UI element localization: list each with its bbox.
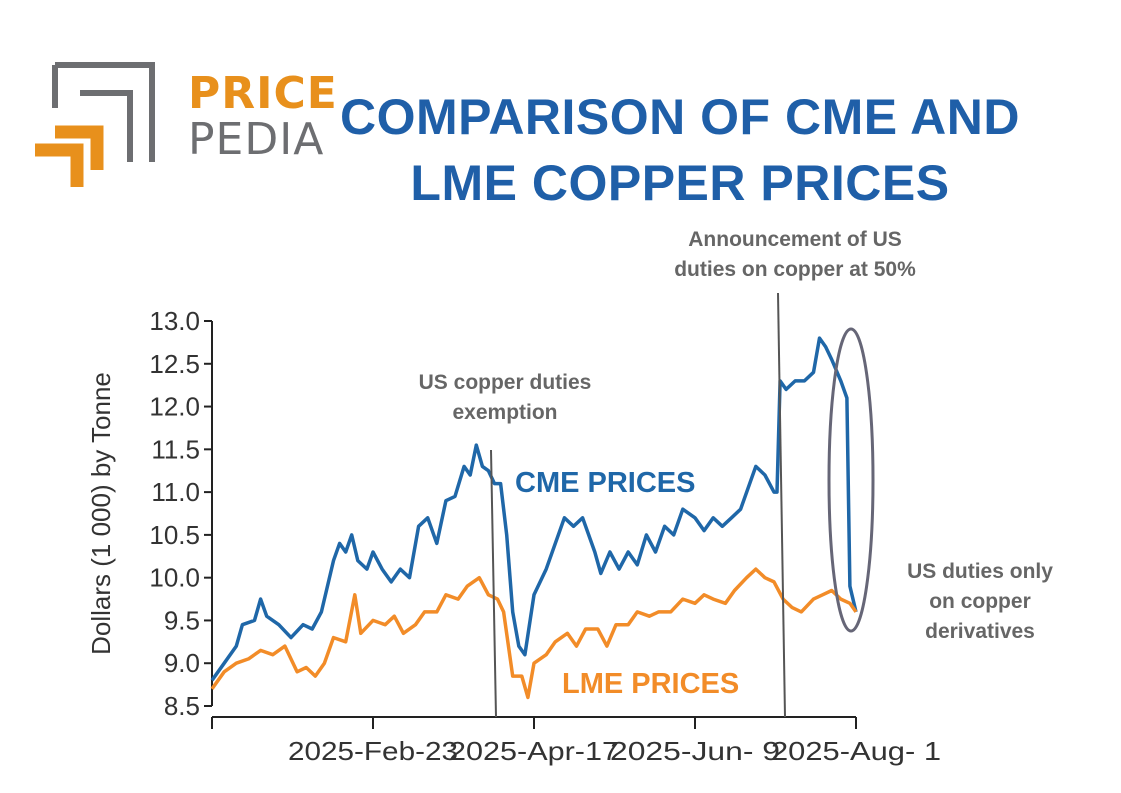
- cme-series-label: CME PRICES: [515, 467, 696, 499]
- x-tick-label: 2025-Jun- 9: [610, 736, 780, 766]
- derivatives-annotation-line-2: on copper: [929, 590, 1031, 613]
- y-tick-label: 9.5: [164, 605, 200, 635]
- y-tick-label: 10.0: [149, 563, 200, 593]
- derivatives-annotation-line-1: US duties only: [907, 560, 1053, 583]
- y-tick-label: 8.5: [164, 691, 200, 721]
- announcement-annotation-line-1: Announcement of US: [688, 228, 902, 251]
- exemption-annotation: US copper duties exemption: [385, 368, 625, 428]
- lme-price-line: [210, 567, 858, 700]
- cme-price-line: [210, 336, 858, 682]
- y-tick-label: 11.5: [151, 434, 200, 464]
- x-tick-label: 2025-Aug- 1: [771, 736, 941, 766]
- derivatives-highlight-ellipse: [827, 327, 875, 633]
- y-tick-label: 12.0: [149, 392, 200, 422]
- announcement-marker-line: [777, 292, 786, 718]
- y-tick-label: 9.0: [164, 648, 200, 678]
- logo-pedia-text: PEDIA: [188, 114, 325, 165]
- x-tick-label: 2025-Apr-17: [449, 736, 619, 766]
- logo-mark: [35, 62, 155, 187]
- y-tick-label: 11.0: [151, 477, 200, 507]
- y-tick-label: 10.5: [149, 520, 200, 550]
- chart-title-line-1: COMPARISON OF CME AND: [340, 89, 1020, 145]
- chart-title: COMPARISON OF CME AND LME COPPER PRICES: [300, 84, 1060, 216]
- pricepedia-logo: PRICE PEDIA: [30, 60, 337, 190]
- exemption-annotation-line-1: US copper duties: [418, 371, 592, 394]
- lme-series-label: LME PRICES: [562, 668, 740, 700]
- y-tick-label: 13.0: [149, 306, 200, 336]
- derivatives-annotation-line-3: derivatives: [925, 620, 1035, 643]
- announcement-annotation: Announcement of US duties on copper at 5…: [630, 225, 960, 285]
- exemption-annotation-line-2: exemption: [452, 401, 558, 424]
- derivatives-annotation: US duties only on copper derivatives: [880, 557, 1080, 647]
- chart-title-line-2: LME COPPER PRICES: [410, 155, 950, 211]
- announcement-annotation-line-2: duties on copper at 50%: [674, 258, 916, 281]
- exemption-marker-line: [490, 449, 497, 718]
- y-axis-title: Dollars (1 000) by Tonne: [86, 372, 116, 655]
- x-tick-label: 2025-Feb-23: [288, 736, 458, 766]
- y-tick-label: 12.5: [149, 349, 200, 379]
- logo-price-text: PRICE: [188, 68, 338, 119]
